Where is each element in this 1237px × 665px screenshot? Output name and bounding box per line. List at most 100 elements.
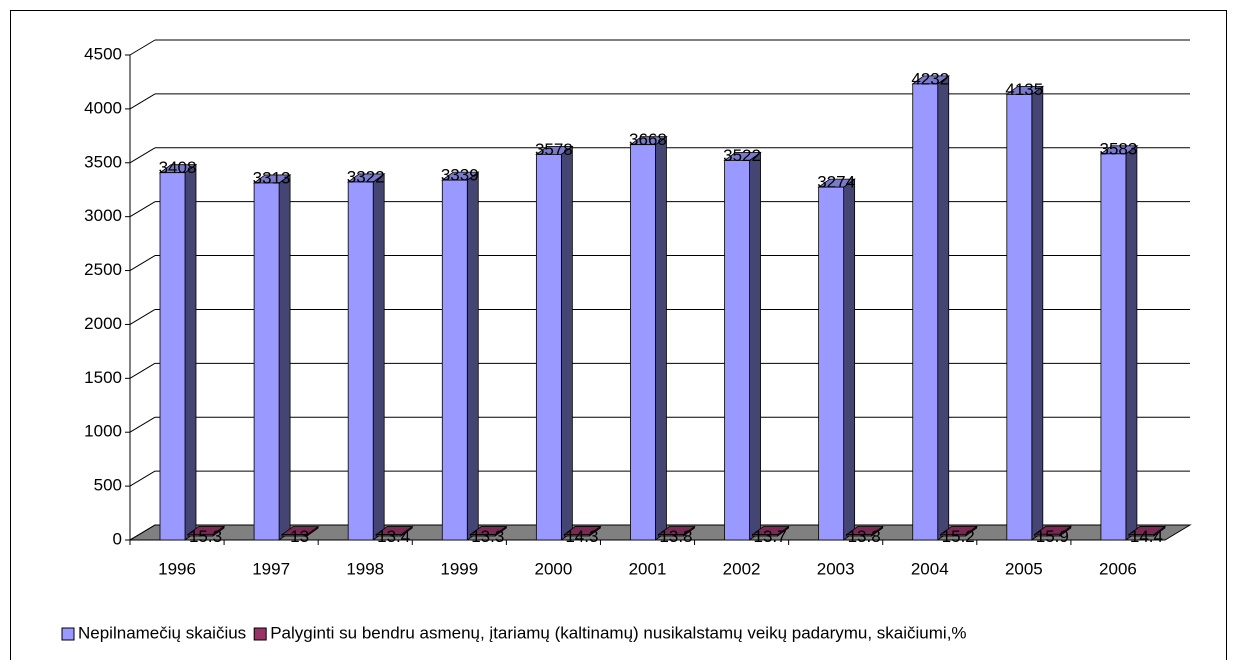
bar-side: [560, 145, 573, 541]
x-tick-label: 2006: [1099, 559, 1137, 578]
x-tick-label: 2004: [911, 559, 949, 578]
bar-front: [1006, 93, 1033, 541]
bar: [723, 151, 762, 541]
grid-line: [129, 470, 156, 487]
bar: [441, 171, 480, 541]
grid-line: [129, 524, 156, 541]
bar-front: [281, 534, 308, 537]
bar-side: [372, 173, 385, 541]
bar-front: [1128, 534, 1155, 537]
legend-label: Nepilnamečių skaičius: [78, 623, 246, 642]
data-label: 3313: [253, 168, 291, 187]
bar-side: [1031, 85, 1044, 541]
bar-front: [940, 533, 967, 537]
bar: [252, 174, 292, 541]
x-tick-label: 2001: [629, 559, 667, 578]
data-label: 4135: [1005, 80, 1043, 99]
data-label: 3522: [723, 146, 761, 165]
bar-side: [655, 135, 667, 541]
bar-front: [752, 534, 778, 537]
bar-side: [184, 163, 197, 541]
x-tick-label: 2003: [817, 559, 855, 578]
bar-front: [1034, 533, 1061, 537]
x-tick-label: 2000: [534, 559, 572, 578]
y-tick-label: 1500: [84, 368, 122, 387]
data-label: 13.8: [848, 527, 881, 546]
bar: [535, 145, 574, 541]
y-tick-label: 2500: [84, 260, 122, 279]
data-label: 13: [290, 527, 309, 546]
legend-label: Palyginti su bendru asmenų, įtariamų (ka…: [270, 623, 966, 642]
bar: [1099, 145, 1139, 541]
data-label: 3583: [1099, 139, 1137, 158]
bar-front: [912, 83, 939, 541]
legend-swatch: [61, 627, 75, 641]
grid-line: [129, 201, 156, 218]
bar: [158, 163, 198, 541]
data-label: 3274: [817, 173, 855, 192]
data-label: 3322: [347, 167, 385, 186]
y-tick-label: 4000: [84, 98, 122, 117]
bar: [911, 75, 950, 541]
bar: [280, 525, 320, 537]
bar-front: [563, 534, 590, 537]
x-tick-label: 1998: [346, 559, 384, 578]
grid-line: [129, 93, 156, 110]
bar-front: [1100, 153, 1127, 541]
data-label: 13.3: [471, 527, 504, 546]
bar-side: [843, 178, 856, 541]
bar-front: [818, 186, 845, 541]
data-label: 3339: [441, 166, 479, 185]
bar-front: [630, 144, 656, 541]
grid-line: [129, 309, 156, 325]
bar: [629, 135, 668, 541]
bar: [469, 525, 508, 537]
grid-line: [129, 147, 156, 164]
data-label: 4232: [911, 69, 949, 88]
bar-side: [1125, 145, 1138, 541]
legend-swatch: [253, 627, 267, 641]
bar: [1005, 85, 1045, 541]
data-label: 15.9: [1036, 527, 1069, 546]
grid-line: [129, 416, 156, 433]
bar: [845, 525, 884, 537]
y-tick-label: 2000: [84, 314, 122, 333]
x-tick-label: 1999: [440, 559, 478, 578]
bar-side: [278, 174, 291, 541]
y-tick-label: 3500: [84, 152, 122, 171]
bar: [751, 525, 790, 537]
bar: [657, 525, 696, 537]
bar-side: [466, 171, 479, 541]
y-tick-label: 0: [113, 529, 122, 548]
data-label: 3668: [629, 130, 667, 149]
y-tick-label: 4500: [84, 44, 122, 63]
bar: [817, 178, 856, 541]
data-label: 3578: [535, 140, 573, 159]
bar: [374, 525, 414, 537]
bar-front: [441, 179, 468, 541]
data-label: 13.7: [753, 527, 786, 546]
x-tick-label: 1996: [158, 559, 196, 578]
bar: [939, 525, 978, 537]
bar: [186, 525, 226, 537]
y-tick-label: 3000: [84, 206, 122, 225]
x-tick-label: 2005: [1005, 559, 1043, 578]
data-label: 13.8: [659, 527, 692, 546]
x-tick-label: 2002: [723, 559, 761, 578]
bar-front: [658, 534, 684, 537]
bar-side: [937, 75, 950, 541]
bar-front: [846, 534, 873, 537]
x-tick-label: 1997: [252, 559, 290, 578]
bar-front: [187, 533, 214, 537]
bar: [563, 525, 602, 537]
bar: [1127, 525, 1167, 537]
bar-front: [253, 182, 280, 541]
grid-line: [129, 255, 156, 271]
y-tick-label: 1000: [84, 422, 122, 441]
bar-front: [535, 153, 562, 541]
bar: [346, 173, 386, 541]
data-label: 15.2: [942, 527, 975, 546]
grid-line: [129, 39, 156, 56]
